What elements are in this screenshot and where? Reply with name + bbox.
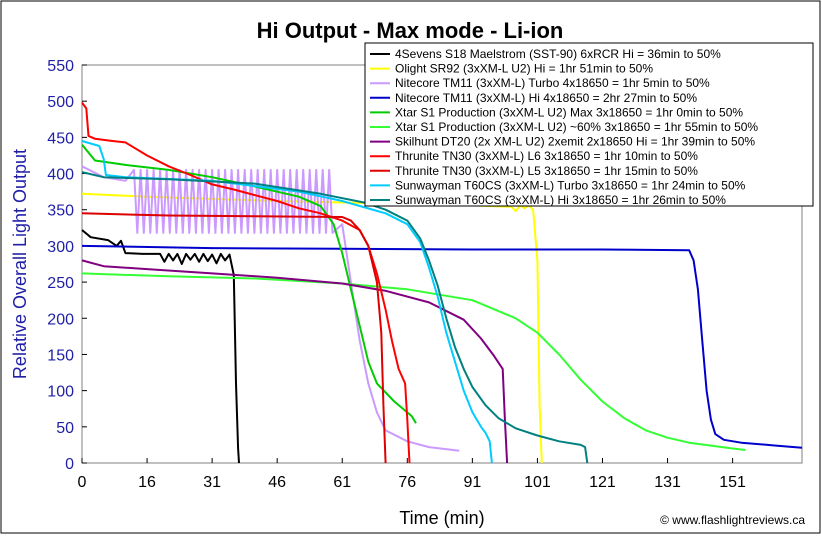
series-lines <box>81 102 803 464</box>
legend-label-11: Sunwayman T60CS (3xXM-L) Hi 3x18650 = 1h… <box>395 193 726 207</box>
legend-label-3: Nitecore TM11 (3xXM-L) Turbo 4x18650 = 1… <box>395 76 710 90</box>
series-line-3 <box>81 165 460 452</box>
x-tick-label: 16 <box>138 474 156 491</box>
y-tick-label: 150 <box>47 347 74 364</box>
y-tick-label: 50 <box>56 420 74 437</box>
legend-label-6: Xtar S1 Production (3xXM-L U2) ~60% 3x18… <box>395 120 758 134</box>
legend-box <box>364 42 814 207</box>
x-tick-label: 91 <box>463 474 481 491</box>
y-axis-label: Relative Overall Light Output <box>10 149 30 379</box>
x-tick-label: 46 <box>268 474 286 491</box>
legend-label-2: Olight SR92 (3xXM-L U2) Hi = 1hr 51min t… <box>395 62 653 76</box>
x-tick-label: 151 <box>719 474 746 491</box>
legend-label-1: 4Sevens S18 Maelstrom (SST-90) 6xRCR Hi … <box>395 47 721 61</box>
series-line-2 <box>81 192 543 464</box>
y-tick-label: 400 <box>47 167 74 184</box>
y-tick-label: 350 <box>47 203 74 220</box>
x-tick-label: 61 <box>333 474 351 491</box>
y-axis: 0 50 100 150 200 250 300 350 400 450 500 550 <box>47 58 87 473</box>
credit-text: © www.flashlightreviews.ca <box>660 513 805 527</box>
series-line-4 <box>81 244 803 449</box>
series-line-11 <box>81 171 589 464</box>
x-tick-label: 101 <box>524 474 551 491</box>
x-tick-label: 76 <box>398 474 416 491</box>
y-tick-label: 300 <box>47 239 74 256</box>
y-tick-label: 100 <box>47 384 74 401</box>
y-tick-label: 200 <box>47 311 74 328</box>
y-tick-label: 250 <box>47 275 74 292</box>
y-tick-label: 550 <box>47 58 74 75</box>
x-axis: 0 16 31 46 61 76 91 101 121 131 151 <box>78 458 746 491</box>
legend-label-4: Nitecore TM11 (3xXM-L) Hi 4x18650 = 2hr … <box>395 91 697 105</box>
chart-title: Hi Output - Max mode - Li-ion <box>257 18 564 43</box>
legend: 4Sevens S18 Maelstrom (SST-90) 6xRCR Hi … <box>364 42 814 207</box>
legend-label-7: Skilhunt DT20 (2x XM-L U2) 2xemit 2x1865… <box>395 135 755 149</box>
series-line-8 <box>81 102 411 464</box>
y-tick-label: 500 <box>47 94 74 111</box>
legend-label-5: Xtar S1 Production (3xXM-L U2) Max 3x186… <box>395 105 743 119</box>
series-line-7 <box>81 259 509 464</box>
y-tick-label: 0 <box>65 456 74 473</box>
x-axis-label: Time (min) <box>399 508 484 528</box>
series-line-9 <box>81 212 387 464</box>
x-tick-label: 131 <box>654 474 681 491</box>
x-tick-label: 0 <box>78 474 87 491</box>
x-tick-label: 31 <box>203 474 221 491</box>
y-tick-label: 450 <box>47 130 74 147</box>
legend-label-9: Thrunite TN30 (3xXM-L) L5 3x18650 = 1hr … <box>395 164 698 178</box>
series-line-10 <box>81 140 493 464</box>
legend-label-10: Sunwayman T60CS (3xXM-L) Turbo 3x18650 =… <box>395 178 746 192</box>
x-tick-label: 121 <box>589 474 616 491</box>
legend-label-8: Thrunite TN30 (3xXM-L) L6 3x18650 = 1hr … <box>395 149 698 163</box>
